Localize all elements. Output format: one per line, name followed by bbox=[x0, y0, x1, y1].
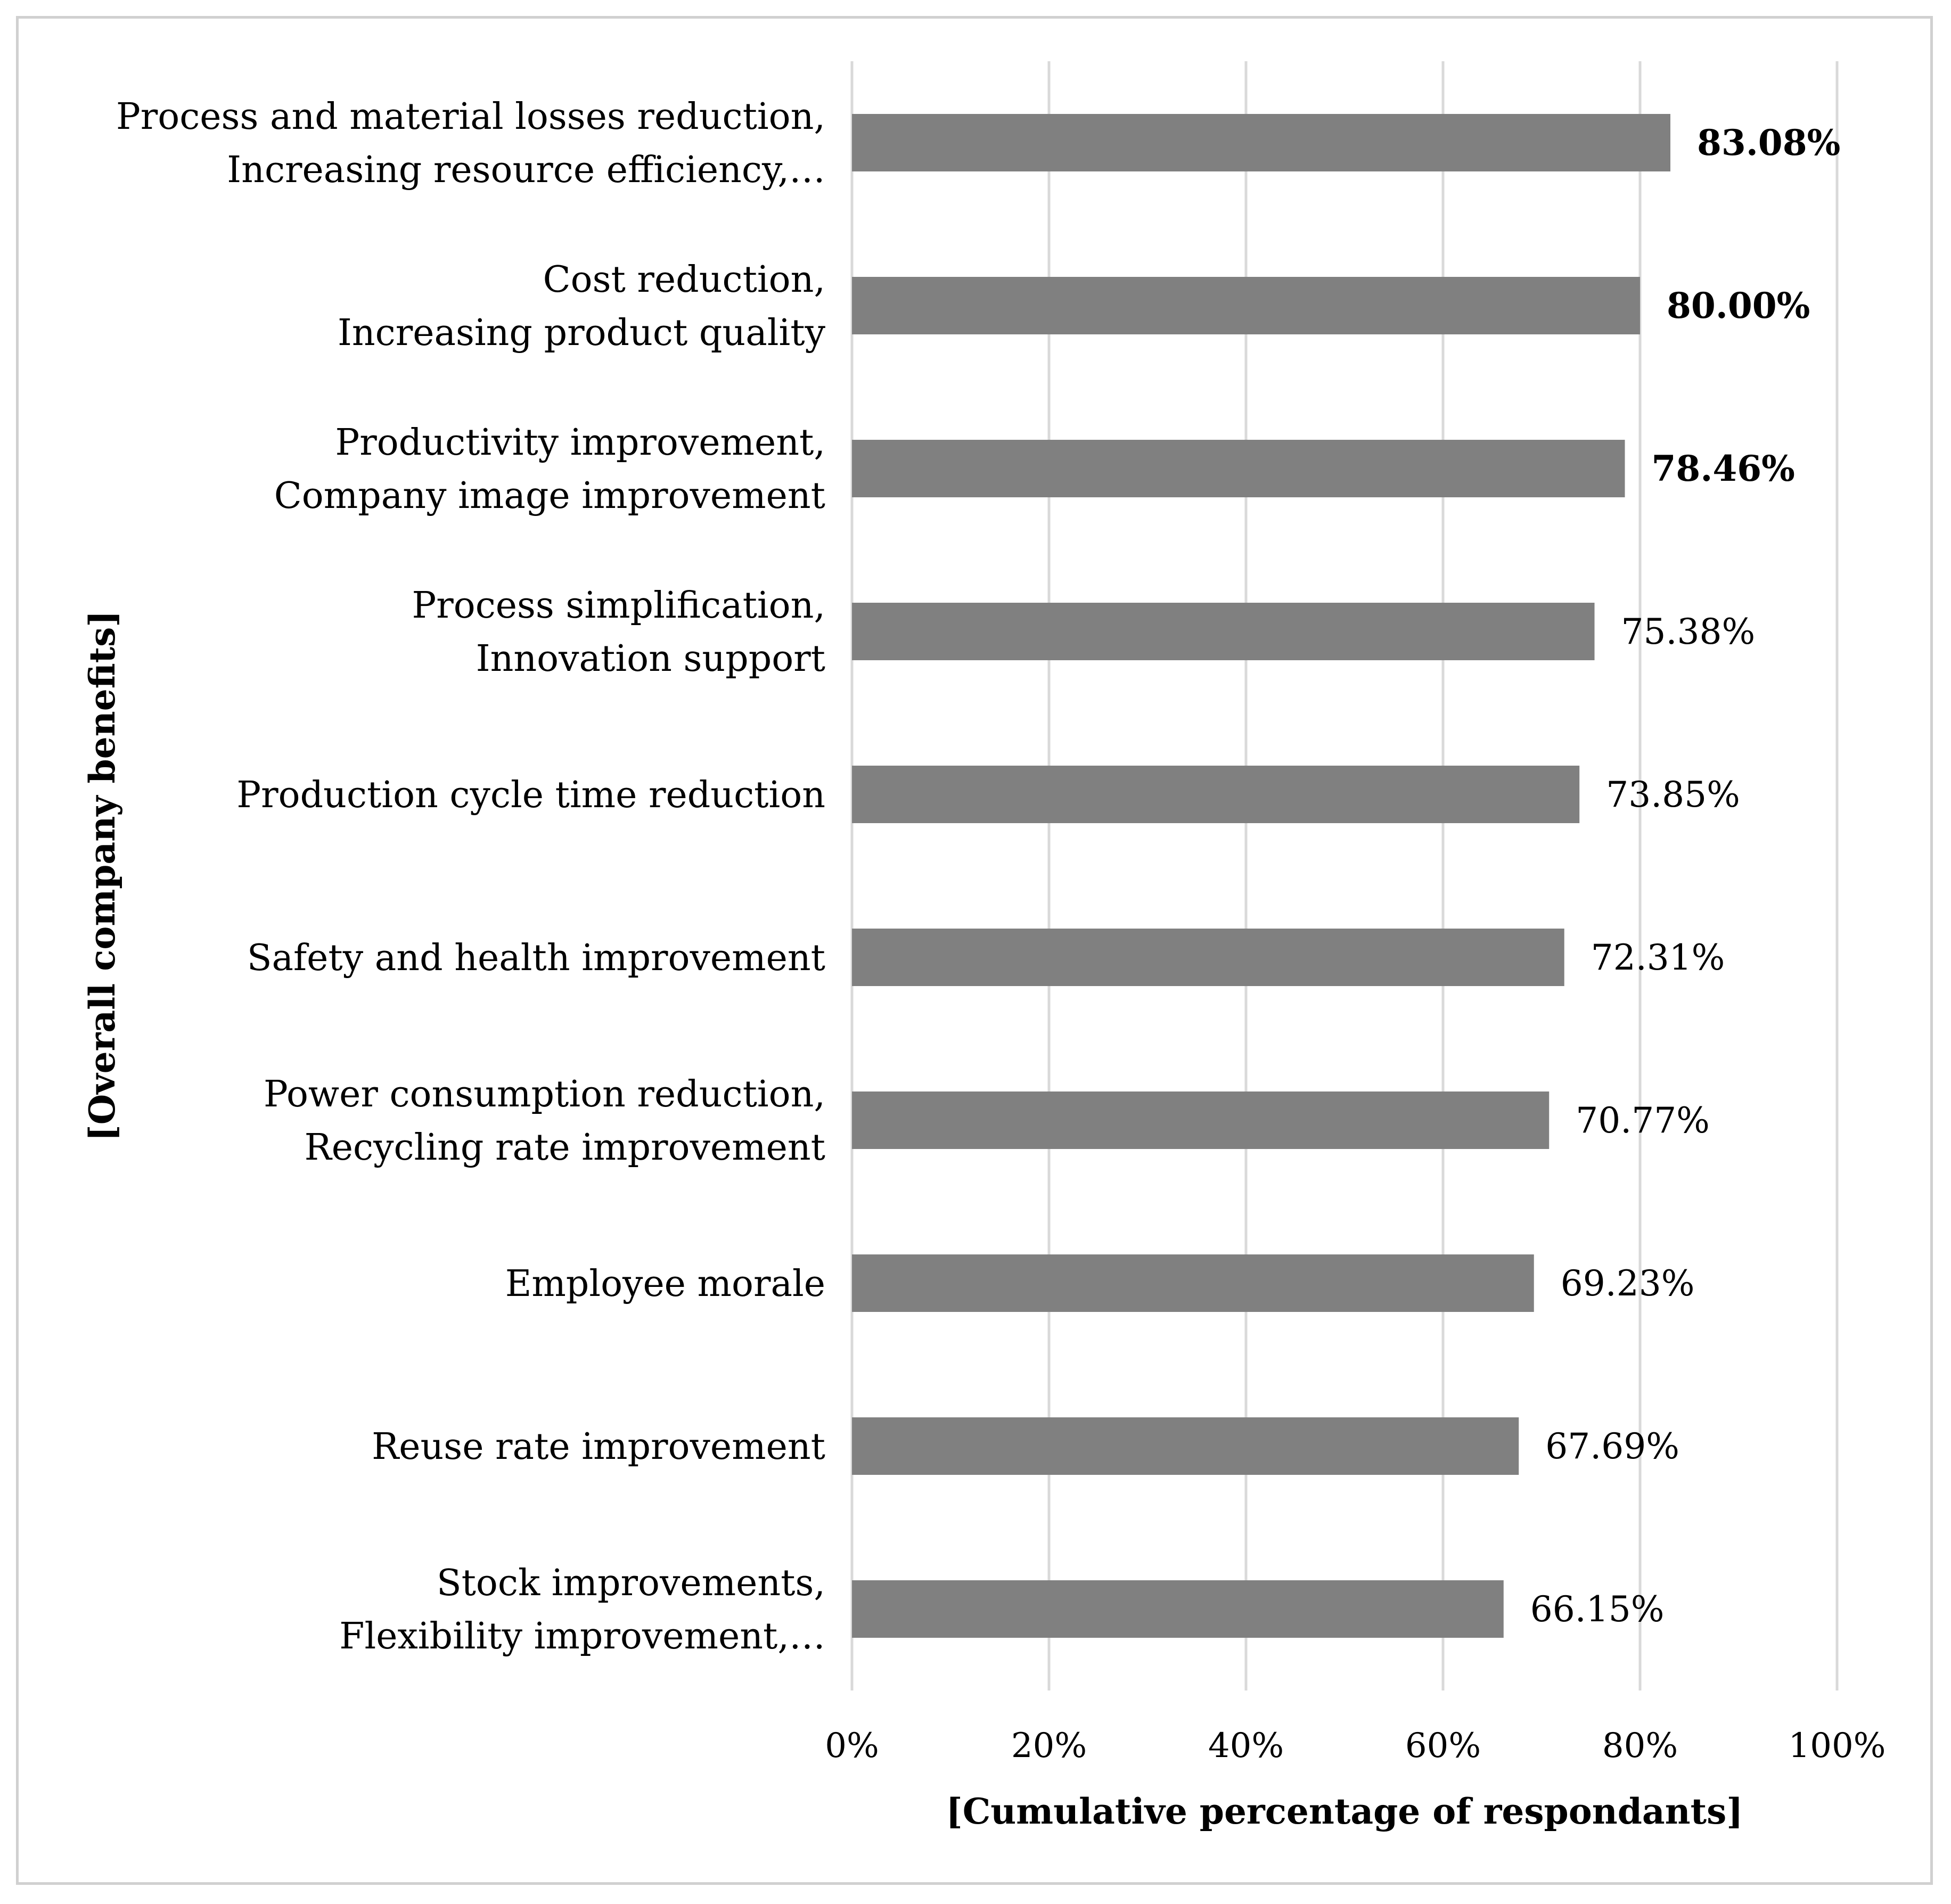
bars bbox=[852, 114, 1670, 1638]
bar-8 bbox=[852, 1254, 1534, 1312]
category-label-4: Process simplification, Innovation suppor… bbox=[412, 585, 826, 680]
value-label-5: 73.85% bbox=[1606, 774, 1740, 815]
x-tick-label-60: 60% bbox=[1405, 1726, 1481, 1766]
value-label-3: 78.46% bbox=[1652, 448, 1795, 489]
category-label-line: Process simplification, bbox=[412, 585, 826, 627]
bar-6 bbox=[852, 929, 1564, 986]
bar-4 bbox=[852, 603, 1595, 660]
bar-2 bbox=[852, 277, 1640, 334]
category-label-10: Stock improvements, Flexibility improveme… bbox=[339, 1562, 825, 1657]
bar-5 bbox=[852, 766, 1580, 823]
category-label-line: Stock improvements, bbox=[437, 1562, 825, 1604]
category-label-8: Employee morale bbox=[505, 1263, 825, 1305]
x-tick-label-80: 80% bbox=[1602, 1726, 1678, 1766]
value-label-1: 83.08% bbox=[1697, 122, 1840, 163]
category-label-line: Increasing product quality bbox=[338, 312, 826, 354]
value-label-8: 69.23% bbox=[1561, 1263, 1695, 1304]
category-label-2: Cost reduction, Increasing product qualit… bbox=[338, 259, 826, 354]
bar-9 bbox=[852, 1417, 1519, 1475]
category-label-line: Employee morale bbox=[505, 1263, 825, 1305]
bar-1 bbox=[852, 114, 1670, 171]
category-label-line: Flexibility improvement,… bbox=[339, 1615, 825, 1657]
y-axis-title: [Overall company benefits] bbox=[81, 611, 123, 1142]
category-label-3: Productivity improvement, Company image i… bbox=[274, 422, 825, 517]
category-label-line: Productivity improvement, bbox=[335, 422, 825, 464]
category-label-line: Innovation support bbox=[476, 638, 825, 680]
category-label-6: Safety and health improvement bbox=[247, 937, 825, 979]
category-label-9: Reuse rate improvement bbox=[372, 1426, 825, 1468]
x-tick-labels: 0% 20% 40% 60% 80% 100% bbox=[825, 1726, 1886, 1766]
category-label-line: Production cycle time reduction bbox=[236, 774, 825, 816]
bar-3 bbox=[852, 440, 1625, 497]
category-label-7: Power consumption reduction, Recycling ra… bbox=[264, 1073, 825, 1169]
category-label-line: Company image improvement bbox=[274, 475, 825, 517]
bar-7 bbox=[852, 1091, 1550, 1149]
category-label-line: Reuse rate improvement bbox=[372, 1426, 825, 1468]
category-label-line: Power consumption reduction, bbox=[264, 1073, 825, 1115]
category-label-1: Process and material losses reduction, In… bbox=[116, 96, 825, 191]
value-labels: 83.08% 80.00% 78.46% 75.38% 73.85% 72.31% 70.7… bbox=[1530, 122, 1841, 1630]
value-label-2: 80.00% bbox=[1667, 285, 1810, 326]
bar-chart: Process and material losses reduction, In… bbox=[81, 61, 1886, 1832]
x-tick-label-40: 40% bbox=[1208, 1726, 1284, 1766]
value-label-10: 66.15% bbox=[1530, 1589, 1665, 1630]
category-label-line: Cost reduction, bbox=[543, 259, 825, 301]
x-axis-title: [Cumulative percentage of respondants] bbox=[946, 1791, 1743, 1832]
category-label-line: Safety and health improvement bbox=[247, 937, 825, 979]
value-label-9: 67.69% bbox=[1545, 1426, 1679, 1467]
x-tick-label-0: 0% bbox=[825, 1726, 879, 1766]
category-label-line: Process and material losses reduction, bbox=[116, 96, 825, 138]
value-label-6: 72.31% bbox=[1591, 937, 1725, 978]
category-labels: Process and material losses reduction, In… bbox=[116, 96, 826, 1657]
x-tick-label-20: 20% bbox=[1011, 1726, 1087, 1766]
category-label-line: Increasing resource efficiency,… bbox=[227, 149, 825, 191]
value-label-7: 70.77% bbox=[1576, 1100, 1710, 1141]
value-label-4: 75.38% bbox=[1621, 611, 1756, 652]
category-label-5: Production cycle time reduction bbox=[236, 774, 825, 816]
bar-10 bbox=[852, 1580, 1504, 1638]
x-tick-label-100: 100% bbox=[1789, 1726, 1886, 1766]
category-label-line: Recycling rate improvement bbox=[305, 1127, 825, 1169]
chart-frame: Process and material losses reduction, In… bbox=[16, 16, 1933, 1885]
